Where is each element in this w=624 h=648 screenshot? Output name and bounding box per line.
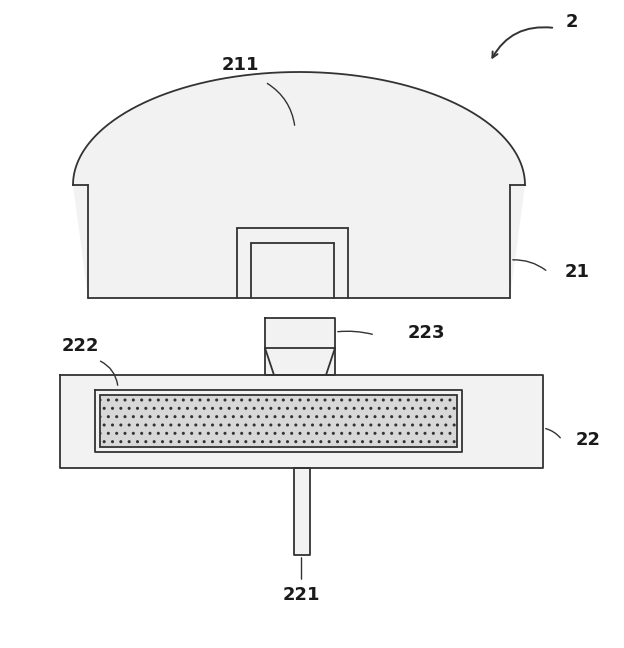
Text: 22: 22 bbox=[576, 431, 601, 449]
Polygon shape bbox=[265, 318, 335, 375]
Text: 221: 221 bbox=[283, 586, 320, 604]
Polygon shape bbox=[293, 468, 310, 555]
Text: 21: 21 bbox=[565, 263, 590, 281]
Text: 2: 2 bbox=[566, 13, 578, 31]
Polygon shape bbox=[95, 390, 462, 452]
Text: 211: 211 bbox=[222, 56, 259, 74]
Text: 222: 222 bbox=[61, 337, 99, 355]
Bar bbox=[100, 395, 457, 447]
Polygon shape bbox=[73, 72, 525, 298]
Polygon shape bbox=[60, 375, 543, 468]
Text: 223: 223 bbox=[408, 324, 446, 342]
